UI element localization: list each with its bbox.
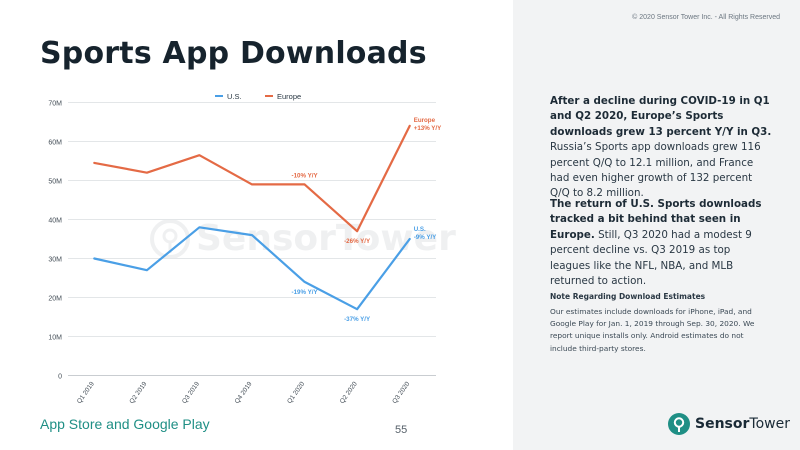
y-tick-label: 70M (48, 101, 62, 108)
insight-europe-bold: After a decline during COVID-19 in Q1 an… (550, 95, 772, 138)
page-number: 55 (395, 424, 408, 436)
note-body: Our estimates include downloads for iPho… (550, 307, 755, 353)
data-label: -9% Y/Y (414, 234, 437, 241)
watermark: SensorTower (150, 218, 456, 259)
insight-paragraph-us: The return of U.S. Sports downloads trac… (550, 197, 772, 289)
y-tick-label: 0 (58, 374, 62, 381)
watermark-text: SensorTower (196, 218, 456, 259)
x-tick-label: Q3 2019 (181, 380, 201, 405)
legend-label: U.S. (227, 92, 242, 101)
chart-gridlines (68, 102, 436, 376)
sensor-tower-logo: SensorTower (667, 412, 790, 436)
data-label: -26% Y/Y (344, 238, 371, 245)
y-tick-label: 30M (48, 257, 62, 264)
x-tick-label: Q1 2020 (286, 380, 306, 405)
insight-europe-text: Russia’s Sports app downloads grew 116 p… (550, 141, 761, 200)
insight-us-bold: The return of U.S. Sports downloads trac… (550, 198, 762, 241)
data-label: +13% Y/Y (414, 125, 442, 132)
legend-label: Europe (277, 92, 301, 101)
line-chart: 0 10M 20M 30M 40M 50M 60M 70M Q1 2019 Q2 2019 Q3 … (48, 92, 443, 405)
y-axis-tick-labels: 0 10M 20M 30M 40M 50M 60M 70M (48, 101, 62, 381)
x-tick-label: Q2 2019 (128, 380, 148, 405)
insight-us-text: Still, Q3 2020 had a modest 9 percent de… (550, 228, 752, 288)
chart-legend: U.S. Europe (215, 92, 301, 101)
data-label: Europe (414, 117, 436, 124)
insights-panel (513, 0, 800, 450)
series-line (93, 124, 411, 233)
series-line (93, 226, 411, 311)
logo-text-light: Tower (749, 416, 790, 432)
insight-paragraph-europe: After a decline during COVID-19 in Q1 an… (550, 94, 772, 202)
sensor-tower-logo-icon (668, 413, 690, 435)
x-tick-label: Q1 2019 (76, 380, 96, 405)
x-tick-label: Q3 2020 (391, 380, 411, 405)
data-source-label: App Store and Google Play (40, 416, 210, 432)
y-tick-label: 10M (48, 335, 62, 342)
copyright-notice: © 2020 Sensor Tower Inc. - All Rights Re… (632, 14, 780, 21)
note-heading: Note Regarding Download Estimates (550, 292, 706, 301)
page-title: Sports App Downloads (40, 36, 427, 71)
data-label: -10% Y/Y (292, 172, 319, 179)
data-label: U.S. (414, 226, 426, 233)
y-tick-label: 40M (48, 218, 62, 225)
data-label: -19% Y/Y (292, 289, 319, 296)
x-axis-tick-labels: Q1 2019 Q2 2019 Q3 2019 Q4 2019 Q1 2020 Q2 20… (76, 380, 412, 405)
sensor-tower-watermark-icon (150, 218, 190, 259)
chart-annotations: -10% Y/Y -26% Y/Y Europe+13% Y/Y -19% Y/Y -3… (292, 117, 443, 323)
chart-series (93, 124, 411, 311)
logo-text: SensorTower (695, 416, 790, 432)
y-tick-label: 50M (48, 179, 62, 186)
y-tick-label: 60M (48, 140, 62, 147)
logo-text-bold: Sensor (695, 416, 750, 432)
data-label: -37% Y/Y (344, 316, 371, 323)
x-tick-label: Q4 2019 (234, 380, 254, 405)
x-tick-label: Q2 2020 (339, 380, 359, 405)
y-tick-label: 20M (48, 296, 62, 303)
